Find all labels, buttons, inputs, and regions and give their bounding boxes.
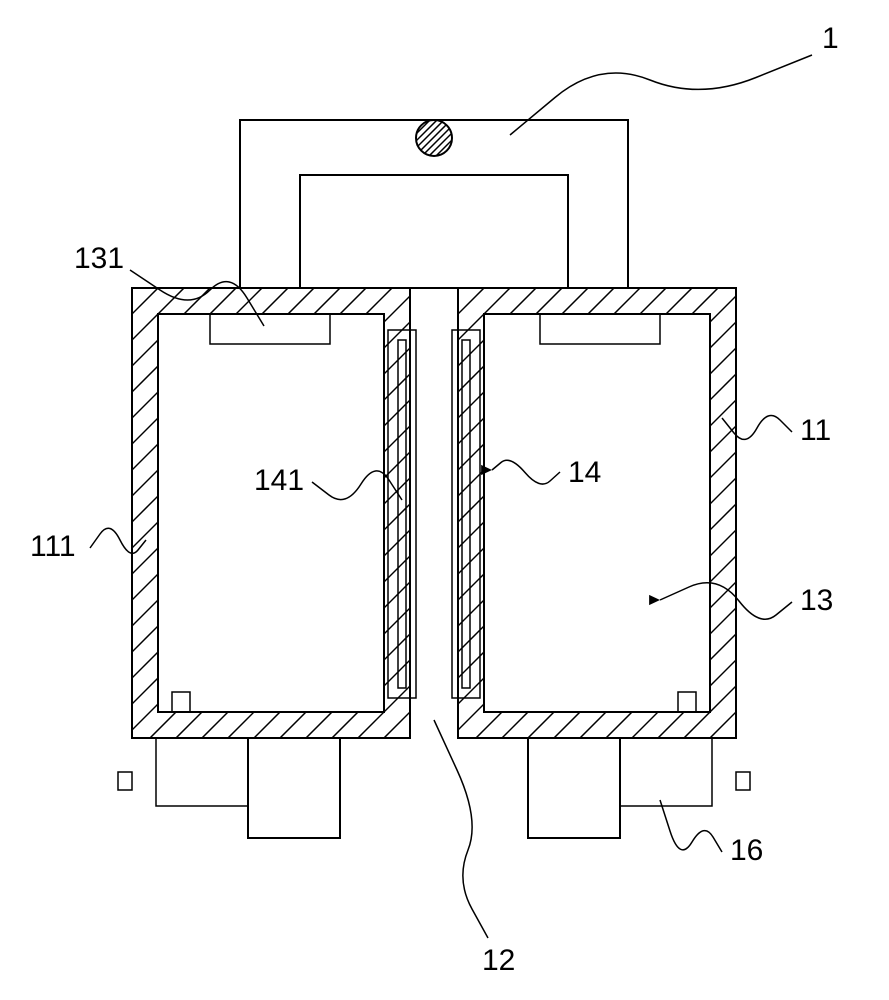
label-12: 12 — [482, 944, 515, 977]
label-16: 16 — [730, 834, 763, 867]
label-1: 1 — [822, 22, 839, 55]
label-111: 111 — [30, 530, 76, 563]
technical-drawing: 1 131 141 111 14 11 13 16 12 — [0, 0, 889, 1000]
label-13: 13 — [800, 584, 833, 617]
label-11: 11 — [800, 414, 831, 447]
label-131: 131 — [74, 242, 124, 275]
label-141: 141 — [254, 464, 304, 497]
label-14: 14 — [568, 456, 601, 489]
